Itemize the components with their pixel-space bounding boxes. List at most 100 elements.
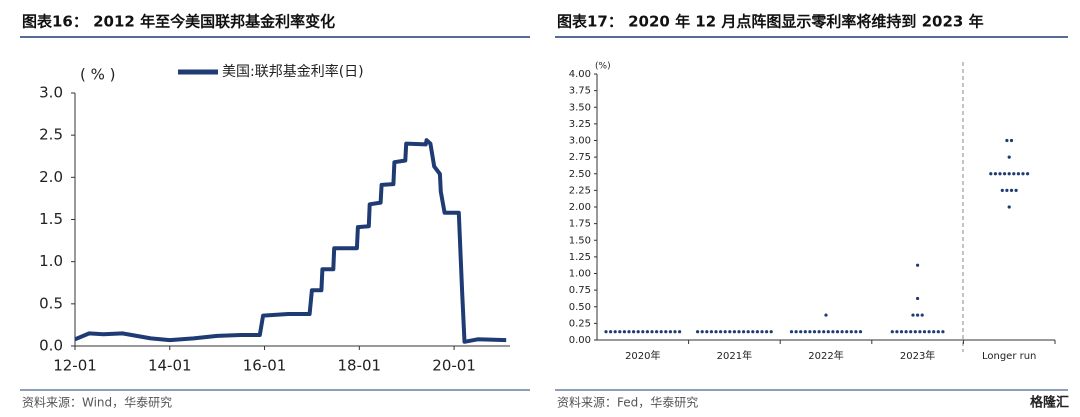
dot: [913, 330, 917, 334]
dot: [854, 330, 858, 334]
dot: [932, 330, 936, 334]
dot: [618, 330, 622, 334]
dot: [627, 330, 631, 334]
dot: [1026, 172, 1030, 176]
dot: [636, 330, 640, 334]
y-tick-label: 1.50: [569, 235, 591, 246]
dot: [709, 330, 714, 334]
dot: [1007, 155, 1011, 159]
dot: [728, 330, 732, 334]
x-tick-label: Longer run: [982, 351, 1036, 362]
dot: [1005, 188, 1009, 192]
y-tick-label: 3.25: [569, 119, 591, 130]
dot: [1007, 172, 1011, 176]
dot: [723, 330, 727, 334]
dot: [668, 330, 673, 334]
x-tick-label: 12-01: [53, 357, 97, 375]
x-tick-label: 18-01: [338, 357, 382, 375]
chart-title: 图表16： 2012 年至今美国联邦基金利率变化: [22, 13, 335, 31]
dot: [650, 330, 654, 334]
dot: [794, 330, 798, 334]
dot: [678, 330, 682, 334]
dot: [696, 330, 700, 334]
dot: [858, 330, 863, 334]
dot: [1012, 172, 1016, 176]
dot: [812, 330, 817, 334]
dot: [609, 330, 613, 334]
x-tick-label: 2021年: [717, 349, 752, 362]
dot: [673, 330, 677, 334]
x-tick-label: 2022年: [808, 349, 843, 362]
dot: [849, 330, 853, 334]
dot: [927, 330, 931, 334]
dot: [916, 296, 920, 301]
dot: [641, 330, 645, 334]
dot: [916, 313, 920, 317]
dot: [655, 330, 659, 334]
y-tick-label: 2.5: [39, 126, 63, 144]
dot: [1007, 205, 1011, 209]
dot: [989, 172, 993, 176]
dot: [789, 330, 794, 334]
dot: [911, 313, 915, 317]
y-tick-label: 0.00: [569, 335, 591, 346]
chart-title: 图表17： 2020 年 12 月点阵图显示零利率将维持到 2023 年: [557, 13, 984, 31]
dot: [1005, 138, 1009, 143]
dot: [899, 330, 904, 334]
dot: [922, 330, 927, 334]
dot: [941, 330, 945, 334]
y-tick-label: 3.00: [569, 136, 591, 147]
x-tick-label: 14-01: [148, 357, 192, 375]
dot: [824, 313, 828, 317]
line-series: [74, 138, 507, 344]
dot: [808, 330, 812, 334]
source: 资料来源：Wind，华泰研究: [22, 395, 172, 410]
dot: [998, 172, 1002, 176]
y-tick-label: 0.25: [569, 318, 591, 329]
dot: [1000, 188, 1004, 192]
source: 资料来源：Fed，华泰研究: [557, 395, 698, 410]
x-tick-label: 16-01: [243, 357, 287, 375]
dot: [1021, 172, 1025, 176]
y-tick-label: 0.0: [39, 337, 63, 355]
x-tick-label: 2020年: [625, 349, 660, 362]
dot: [831, 330, 835, 334]
y-tick-label: 2.25: [569, 185, 591, 196]
dot: [1003, 172, 1007, 176]
dot: [664, 330, 668, 334]
dot: [909, 330, 913, 334]
dot: [799, 330, 803, 334]
dot: [732, 330, 737, 334]
dot: [916, 263, 920, 267]
dot: [760, 330, 764, 334]
y-tick-label: 2.75: [569, 152, 591, 163]
y-tick-label: 1.25: [569, 252, 591, 263]
y-tick-label: 0.50: [569, 302, 591, 313]
legend-label: 美国:联邦基金利率(日): [222, 63, 364, 80]
y-tick-label: 1.0: [39, 252, 63, 270]
y-tick-label: 3.0: [39, 84, 63, 102]
dot: [705, 330, 709, 334]
dot: [1009, 138, 1014, 143]
dot: [826, 330, 830, 334]
dot: [700, 330, 704, 334]
dot: [920, 313, 924, 317]
y-tick-label: 2.0: [39, 168, 63, 186]
dot: [936, 330, 940, 334]
y-tick-label: 1.00: [569, 269, 591, 280]
dot: [622, 330, 627, 334]
dot: [604, 330, 608, 334]
dot: [1009, 188, 1014, 192]
y-tick-label: 2.00: [569, 202, 591, 213]
dot: [817, 330, 821, 334]
y-tick-label: 2.50: [569, 169, 591, 180]
dot: [719, 330, 723, 334]
dot: [904, 330, 908, 334]
dot: [737, 330, 741, 334]
y-tick-label: 0.5: [39, 294, 63, 312]
y-unit: ( % ): [80, 66, 116, 84]
dot: [1014, 188, 1018, 192]
y-tick-label: 3.75: [569, 86, 591, 97]
dot: [613, 330, 617, 334]
